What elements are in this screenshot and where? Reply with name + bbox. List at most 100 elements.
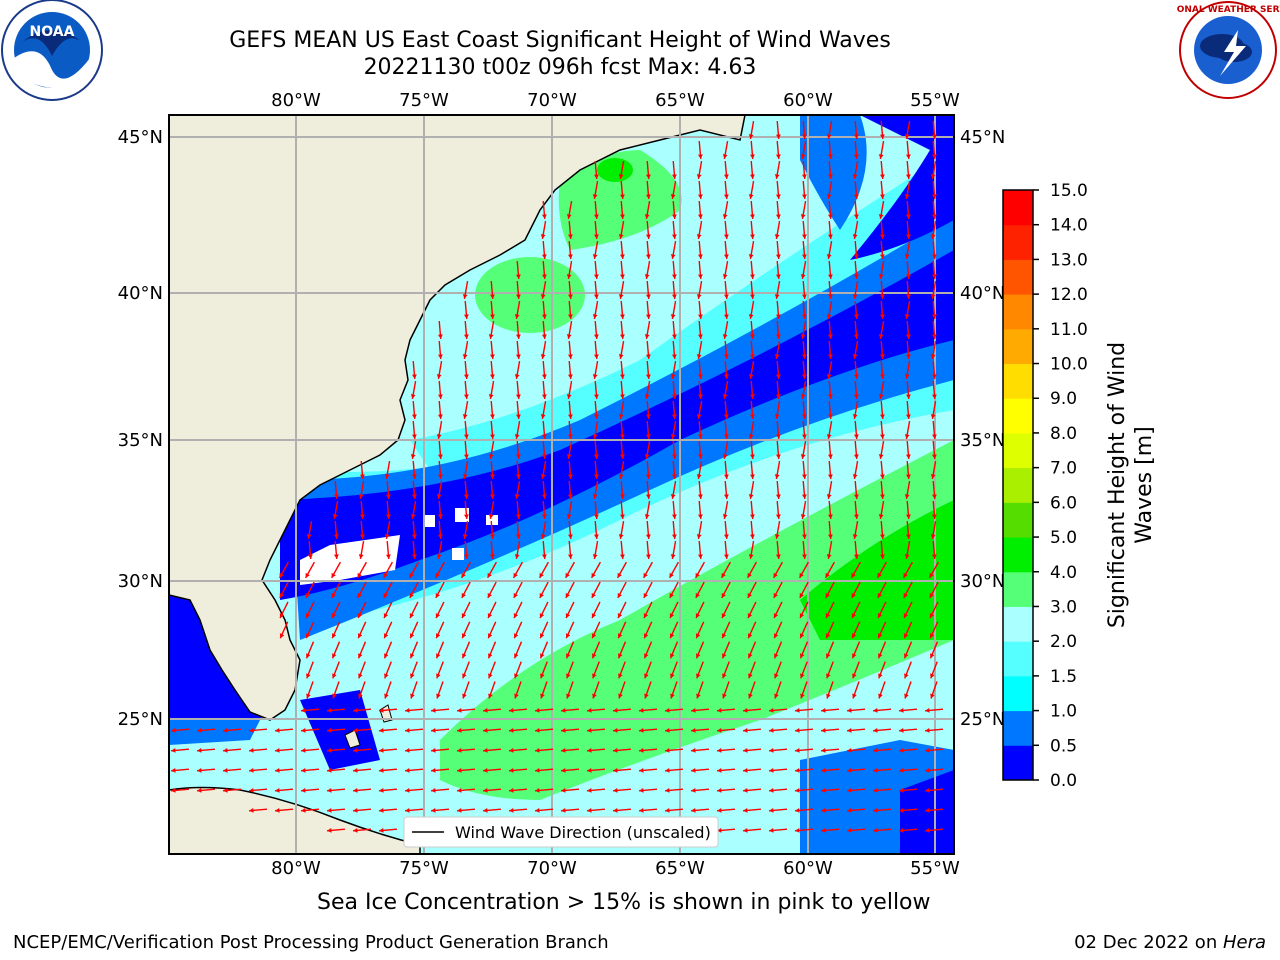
- wave-band-ne-medium: [800, 115, 867, 230]
- wave-arrow-head: [828, 394, 833, 399]
- wave-arrow-head: [592, 194, 598, 199]
- wave-arrow-head: [802, 494, 807, 499]
- wave-arrow-head: [825, 613, 831, 619]
- wave-arrow-head: [880, 354, 885, 359]
- wave-arrow-head: [800, 334, 806, 339]
- wave-arrow-head: [722, 274, 728, 279]
- wave-arrow-head: [722, 154, 728, 159]
- wave-arrow-head: [821, 708, 826, 713]
- wave-arrow-head: [405, 708, 410, 713]
- wave-arrow-head: [828, 274, 833, 279]
- wave-arrow-head: [774, 174, 780, 179]
- wave-arrow-head: [509, 728, 514, 733]
- wave-arrow-head: [587, 728, 592, 733]
- wave-arrow-head: [800, 653, 805, 659]
- wave-arrow-head: [488, 673, 493, 679]
- wave-arrow-head: [436, 554, 442, 559]
- wave-arrow-head: [384, 693, 389, 699]
- wave-arrow-head: [594, 514, 599, 519]
- noaa-logo-text: NOAA: [30, 24, 75, 40]
- colorbar-segment: [1003, 537, 1033, 573]
- wave-arrow-head: [540, 534, 546, 539]
- wave-arrow-head: [197, 788, 202, 793]
- lat-left-4: 25°N: [118, 709, 163, 730]
- wave-arrow-head: [358, 494, 364, 499]
- wave-arrow-head: [800, 394, 806, 399]
- wave-arrow-head: [592, 693, 597, 699]
- wave-arrow-head: [932, 254, 937, 259]
- wave-arrow-head: [795, 808, 800, 813]
- wave-arrow-head: [852, 294, 858, 299]
- wave-arrow-head: [594, 234, 599, 239]
- wave-arrow-head: [327, 788, 332, 793]
- wave-arrow-head: [646, 254, 651, 259]
- wave-arrow-head: [878, 334, 884, 339]
- wave-arrow-head: [542, 334, 547, 339]
- wave-arrow-head: [880, 134, 885, 139]
- wave-arrow-head: [773, 613, 779, 619]
- wave-arrow-head: [513, 592, 518, 598]
- wave-arrow-head: [613, 808, 618, 813]
- wave-arrow-head: [618, 474, 624, 479]
- wave-arrow-head: [540, 693, 545, 699]
- wave-arrow-head: [691, 708, 696, 713]
- wave-arrow-head: [873, 828, 878, 833]
- wave-arrow-head: [854, 494, 859, 499]
- wave-arrow-head: [639, 768, 644, 773]
- wave-arrow-head: [405, 748, 410, 753]
- wave-arrow-head: [899, 748, 904, 753]
- wave-arrow-head: [795, 748, 800, 753]
- wave-arrow-head: [672, 454, 677, 459]
- wave-arrow-head: [620, 514, 625, 519]
- wave-arrow-head: [643, 633, 649, 639]
- lat-left-0: 45°N: [118, 127, 163, 148]
- colorbar-tick-label: 1.5: [1050, 667, 1077, 687]
- colorbar-tick-label: 6.0: [1050, 493, 1077, 513]
- wave-arrow-head: [854, 154, 859, 159]
- wave-arrow-head: [483, 808, 488, 813]
- wave-arrow-head: [776, 454, 781, 459]
- wave-arrow-head: [691, 768, 696, 773]
- wave-arrow-head: [594, 534, 599, 539]
- wave-arrow-head: [773, 592, 778, 598]
- footer-host: Hera: [1222, 932, 1266, 953]
- wave-arrow-head: [722, 214, 728, 219]
- wave-arrow-head: [800, 274, 806, 279]
- wave-arrow-head: [851, 613, 857, 619]
- wave-arrow-head: [672, 214, 677, 219]
- wave-arrow-head: [618, 414, 624, 419]
- wave-arrow-head: [514, 314, 520, 319]
- wave-arrow-head: [514, 434, 520, 439]
- lon-top-2: 70°W: [527, 90, 577, 111]
- wave-arrow-head: [483, 768, 488, 773]
- wave-arrow-head: [930, 294, 936, 299]
- wave-arrow-head: [743, 728, 748, 733]
- wave-arrow-head: [776, 334, 781, 339]
- wave-arrow-head: [670, 254, 676, 259]
- wave-arrow-head: [880, 234, 885, 239]
- wave-arrow-head: [747, 613, 753, 619]
- colorbar-segment: [1003, 606, 1033, 642]
- wave-arrow-head: [906, 214, 911, 219]
- wave-arrow-head: [695, 633, 701, 639]
- wave-arrow-head: [717, 768, 722, 773]
- wave-arrow-head: [826, 374, 832, 379]
- wave-arrow-head: [592, 494, 598, 499]
- wave-arrow-head: [487, 592, 492, 598]
- wave-arrow-head: [457, 708, 462, 713]
- wave-arrow-head: [750, 514, 755, 519]
- wave-arrow-head: [353, 828, 358, 833]
- se-deep-blue: [900, 770, 954, 854]
- wave-arrow-head: [929, 572, 934, 578]
- wave-arrow-head: [639, 708, 644, 713]
- wave-arrow-head: [743, 768, 748, 773]
- wave-arrow-head: [488, 514, 494, 519]
- wave-arrow-head: [327, 828, 332, 833]
- wave-arrow-head: [854, 394, 859, 399]
- wave-arrow-head: [249, 728, 254, 733]
- wave-arrow-head: [412, 554, 417, 559]
- wave-arrow-head: [464, 434, 469, 439]
- wave-arrow-head: [880, 174, 885, 179]
- lon-top-0: 80°W: [271, 90, 321, 111]
- wave-arrow-head: [904, 494, 910, 499]
